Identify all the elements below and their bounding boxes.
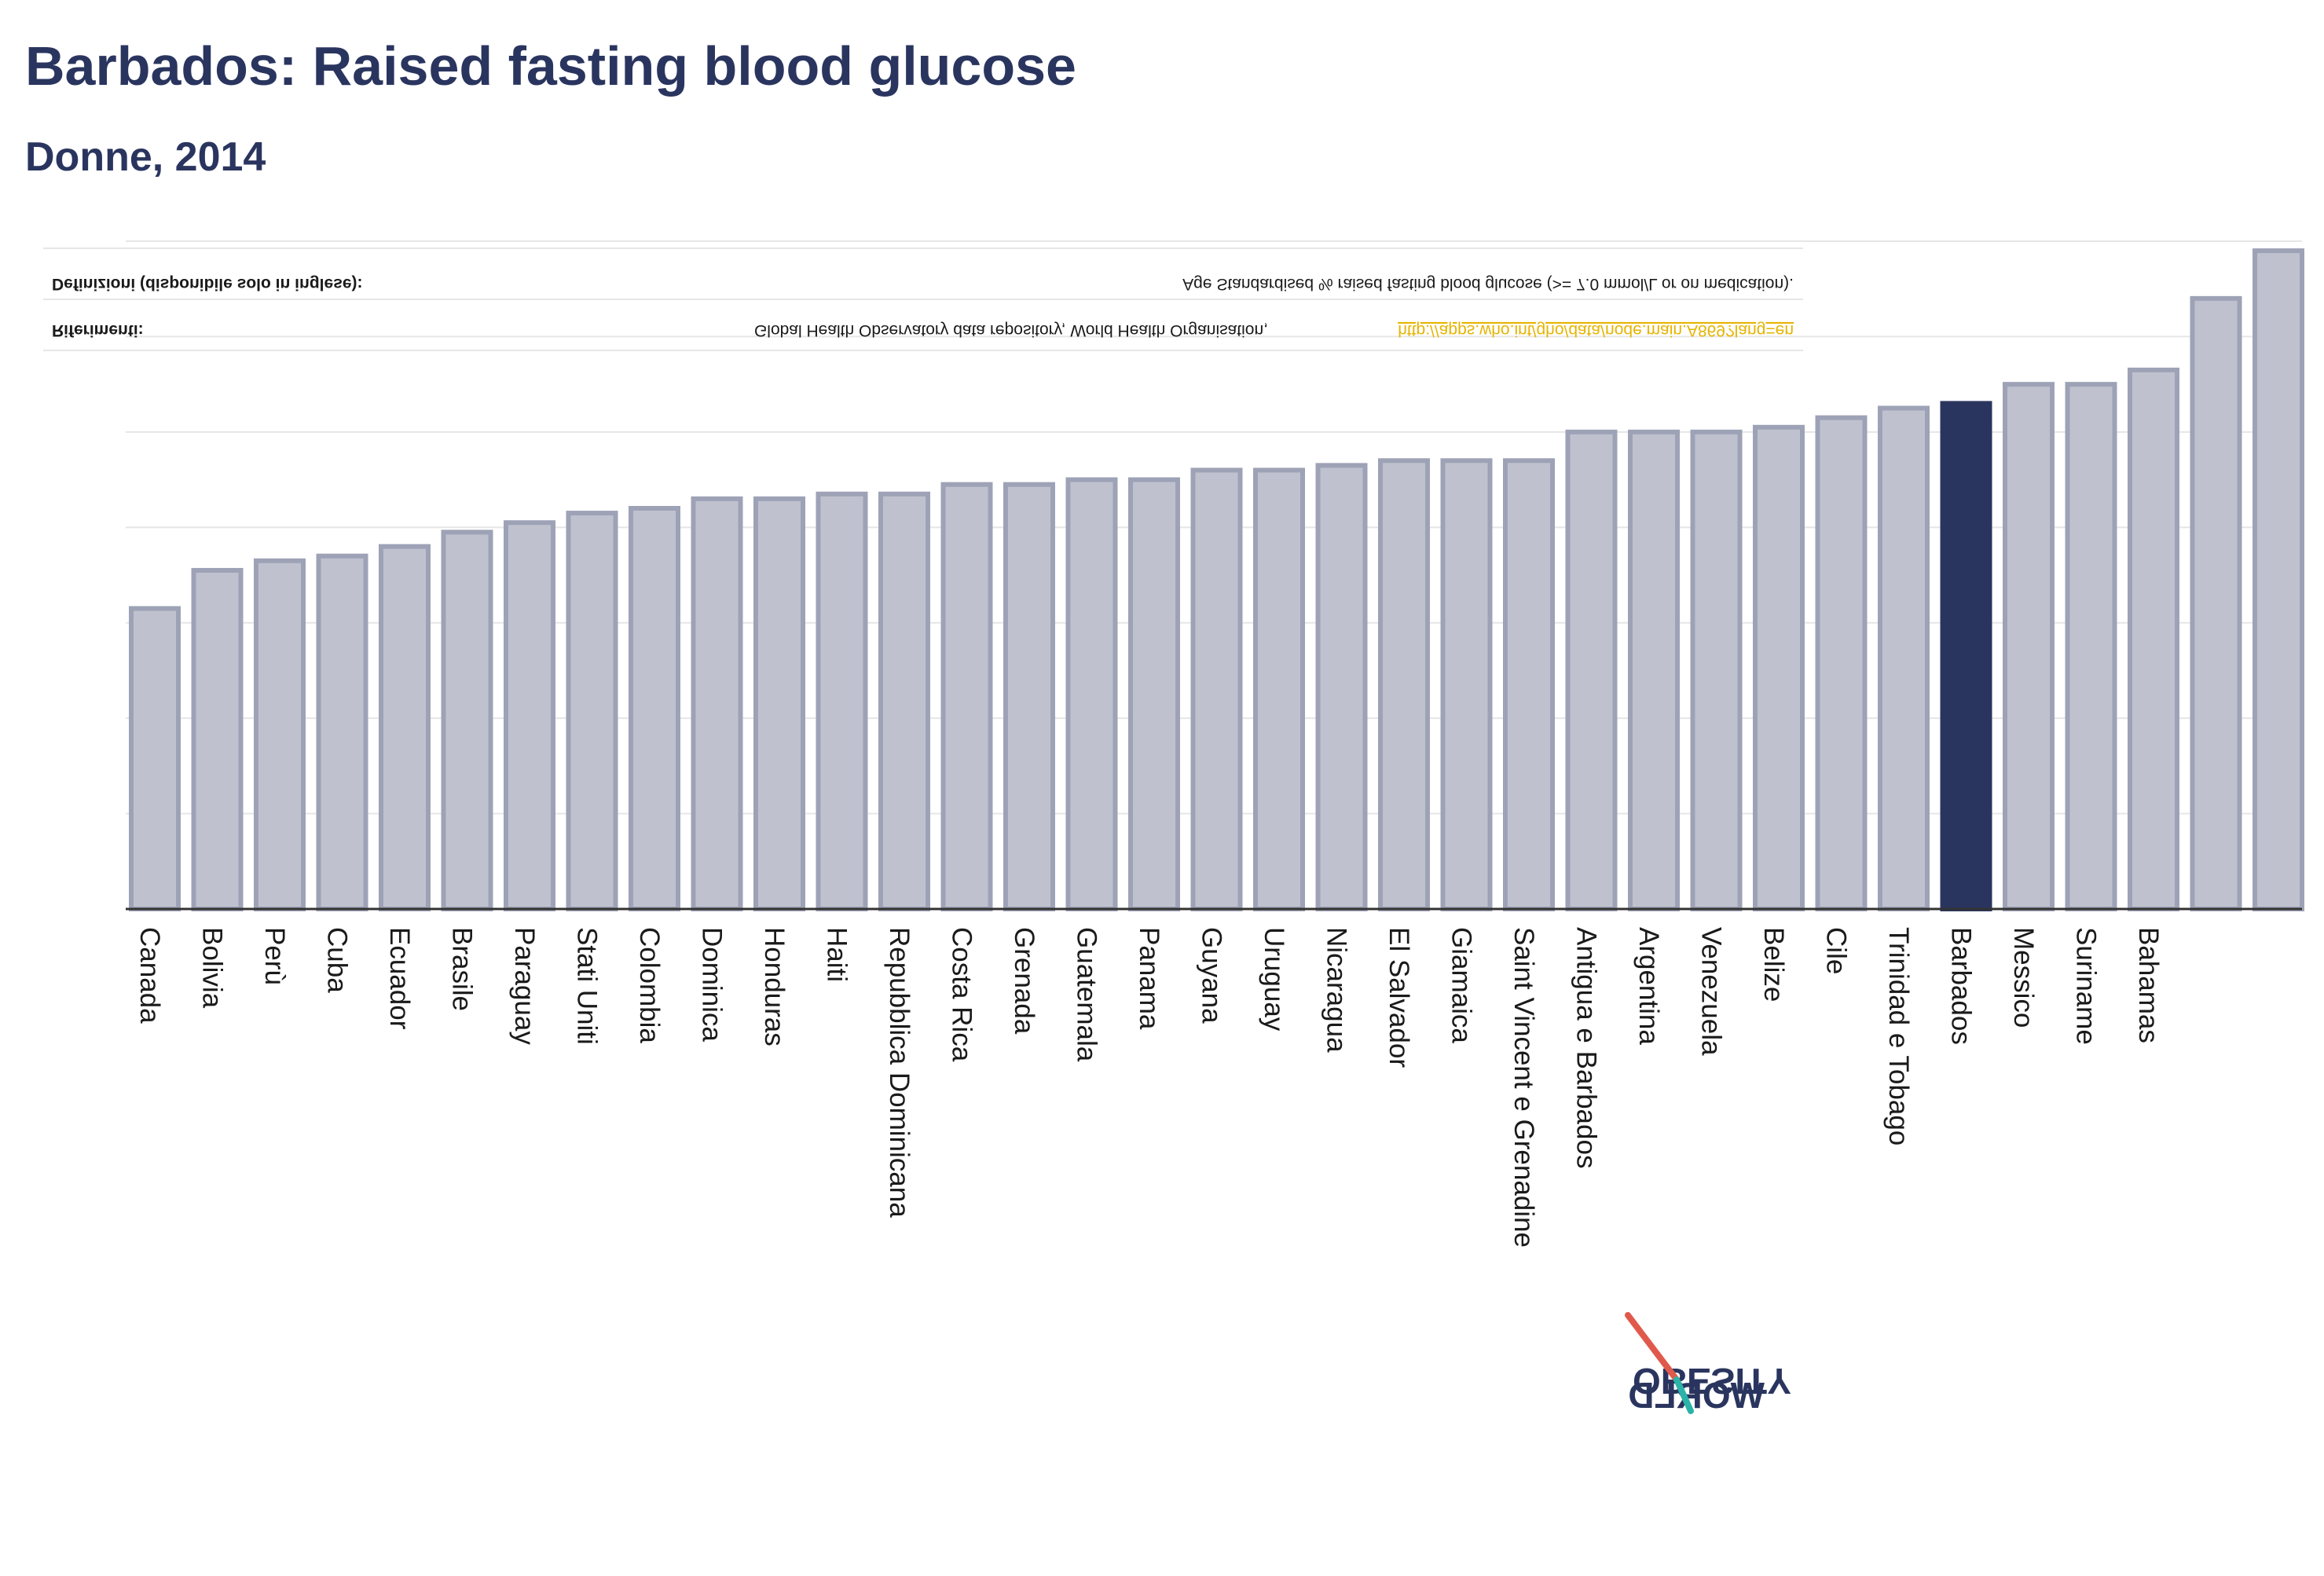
- category-label: Ecuador: [384, 927, 415, 1030]
- category-label: Guyana: [1197, 927, 1227, 1024]
- bar[interactable]: [940, 482, 993, 911]
- category-label: Cile: [1821, 927, 1852, 974]
- category-label: Colombia: [634, 927, 665, 1043]
- category-label: Belize: [1758, 927, 1789, 1002]
- logo-text-obesity: OBESITY: [1633, 1361, 1791, 1402]
- category-label: Saint Vincent e Grenadine: [1508, 927, 1539, 1248]
- category-label: Paraguay: [509, 927, 540, 1045]
- category-label: Bahamas: [2133, 927, 2164, 1043]
- category-label: Messico: [2008, 927, 2039, 1028]
- bar[interactable]: [629, 506, 680, 911]
- category-label: Venezuela: [1696, 927, 1727, 1056]
- category-label: Cuba: [322, 927, 353, 993]
- bar[interactable]: [1378, 458, 1430, 911]
- chart-subtitle: Donne, 2014: [25, 134, 266, 180]
- definitions-label: Definizioni (disponibile solo in inglese…: [52, 275, 363, 293]
- category-label: Uruguay: [1259, 927, 1289, 1032]
- bar[interactable]: [379, 544, 431, 911]
- bar-highlighted[interactable]: [1940, 401, 1992, 911]
- definitions-text: Age Standardised % raised fasting blood …: [1182, 275, 1794, 293]
- bar[interactable]: [1690, 429, 1743, 911]
- bar[interactable]: [441, 530, 493, 911]
- chart-title: Barbados: Raised fasting blood glucose: [25, 35, 1076, 97]
- bars: [129, 248, 2304, 912]
- bar[interactable]: [566, 511, 618, 911]
- bar[interactable]: [1065, 477, 1118, 911]
- category-label: Costa Rica: [947, 927, 977, 1062]
- bar[interactable]: [2065, 382, 2117, 911]
- category-label: Panama: [1134, 927, 1164, 1030]
- category-label: Bolivia: [197, 927, 228, 1009]
- category-label: Guatemala: [1072, 927, 1102, 1062]
- category-label: El Salvador: [1384, 927, 1414, 1068]
- category-label: Barbados: [1946, 927, 1977, 1045]
- bar[interactable]: [816, 491, 868, 911]
- bar[interactable]: [1503, 458, 1555, 911]
- bar[interactable]: [1753, 424, 1805, 911]
- bar[interactable]: [2253, 248, 2304, 911]
- bar[interactable]: [2190, 295, 2242, 912]
- logo-accent-red: [1625, 1312, 1680, 1383]
- category-label: Haiti: [822, 927, 852, 982]
- references-text: Global Health Observatory data repositor…: [754, 321, 1268, 339]
- bar[interactable]: [1003, 482, 1055, 911]
- notes-block: Definizioni (disponibile solo in inglese…: [43, 247, 1803, 351]
- bar[interactable]: [1315, 463, 1368, 911]
- bar[interactable]: [504, 520, 555, 911]
- bar[interactable]: [1565, 429, 1618, 911]
- category-label: Dominica: [697, 927, 728, 1042]
- category-label: Perù: [259, 927, 290, 985]
- bar[interactable]: [1128, 477, 1180, 911]
- references-label: Riferimenti:: [52, 321, 144, 339]
- category-label: Grenada: [1009, 927, 1039, 1035]
- bar[interactable]: [1878, 405, 1930, 911]
- category-label: Repubblica Dominicana: [884, 927, 915, 1218]
- bar[interactable]: [1190, 467, 1243, 911]
- category-label: Antigua e Barbados: [1571, 927, 1602, 1168]
- category-label: Trinidad e Tobago: [1883, 927, 1914, 1145]
- bar[interactable]: [878, 491, 930, 911]
- category-label: Giamaica: [1446, 927, 1477, 1043]
- bar[interactable]: [254, 558, 306, 911]
- references-link[interactable]: http://apps.who.int/gho/data/node.main.A…: [1398, 321, 1794, 339]
- category-label: Nicaragua: [1321, 927, 1352, 1053]
- category-label: Stati Uniti: [572, 927, 603, 1045]
- bar[interactable]: [2003, 382, 2055, 911]
- logo-accent-teal: [1673, 1376, 1694, 1414]
- category-label: Honduras: [759, 927, 790, 1046]
- bar[interactable]: [1628, 429, 1680, 911]
- bar[interactable]: [1253, 467, 1305, 911]
- bar[interactable]: [316, 553, 368, 911]
- bar[interactable]: [191, 567, 244, 912]
- category-label: Canada: [134, 927, 165, 1024]
- category-label: Argentina: [1633, 927, 1664, 1045]
- bar[interactable]: [2128, 367, 2179, 911]
- logo-text-world: WORLD: [1628, 1375, 1765, 1416]
- bar[interactable]: [1440, 458, 1493, 911]
- world-obesity-logo: OBESITY WORLD: [1625, 1312, 1791, 1416]
- bar[interactable]: [129, 606, 181, 911]
- bar[interactable]: [1815, 415, 1868, 911]
- category-labels: Canada Bolivia Perù Cuba Ecuador Brasile Parag…: [134, 927, 2164, 1248]
- category-label: Suriname: [2071, 927, 2102, 1045]
- bar[interactable]: [753, 496, 805, 911]
- category-label: Brasile: [447, 927, 478, 1011]
- bar[interactable]: [691, 496, 743, 911]
